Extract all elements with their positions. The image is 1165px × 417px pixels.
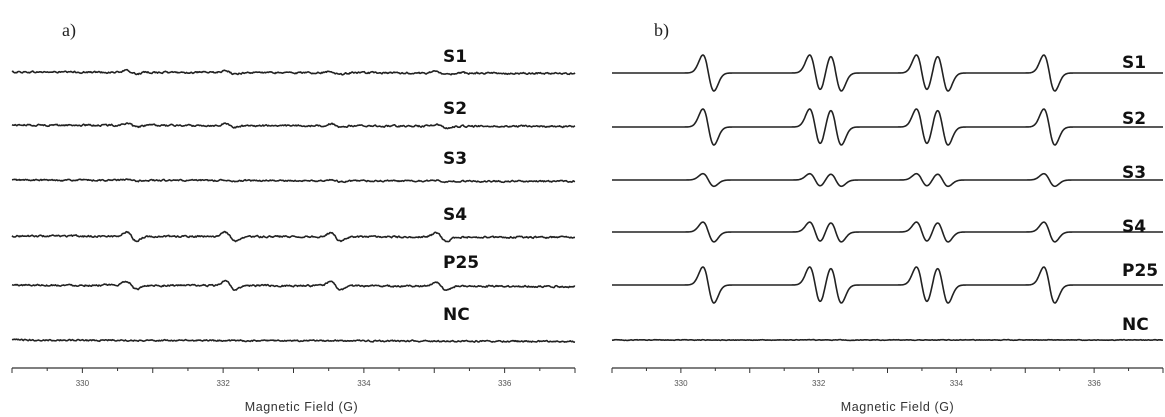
trace-s4	[612, 221, 1163, 243]
panel-a: a) S1 S2 S3 S4 P25 NC 330 332 334 336 Magnetic Fiel…	[11, 20, 576, 414]
x-tick-label: 332	[216, 379, 230, 388]
trace-label-s4: S4	[443, 205, 467, 225]
trace-s2	[11, 122, 576, 130]
trace-label-nc: NC	[1122, 315, 1149, 335]
x-tick-label: 336	[1087, 379, 1101, 388]
x-tick-label: 332	[812, 379, 826, 388]
x-tick-label: 336	[498, 379, 512, 388]
trace-s3	[11, 178, 576, 184]
x-tick-label: 330	[674, 379, 688, 388]
trace-label-p25: P25	[1122, 261, 1158, 281]
trace-label-s2: S2	[1122, 109, 1146, 129]
trace-label-s1: S1	[443, 47, 467, 67]
trace-nc	[11, 338, 576, 343]
trace-label-p25: P25	[443, 253, 479, 273]
trace-s1	[612, 54, 1163, 92]
panel-b: b) S1 S2 S3 S4 P25 NC 330 332 334 336 Magnetic Fiel…	[611, 20, 1164, 414]
trace-s1	[11, 68, 576, 76]
trace-p25	[11, 279, 576, 291]
panel-letter: a)	[62, 20, 76, 41]
trace-s4	[11, 230, 576, 243]
trace-label-s3: S3	[443, 149, 467, 169]
x-axis-label: Magnetic Field (G)	[841, 400, 955, 414]
panel-letter: b)	[654, 20, 669, 41]
trace-nc	[611, 338, 1164, 342]
x-axis-label: Magnetic Field (G)	[245, 400, 359, 414]
x-tick-label: 334	[357, 379, 371, 388]
trace-label-s2: S2	[443, 99, 467, 119]
x-tick-label: 334	[950, 379, 964, 388]
x-tick-label: 330	[76, 379, 90, 388]
trace-s3	[612, 172, 1163, 188]
trace-p25	[612, 266, 1163, 304]
trace-label-s1: S1	[1122, 53, 1146, 73]
trace-s2	[612, 108, 1163, 146]
trace-label-s4: S4	[1122, 217, 1146, 237]
trace-label-nc: NC	[443, 305, 470, 325]
trace-label-s3: S3	[1122, 163, 1146, 183]
